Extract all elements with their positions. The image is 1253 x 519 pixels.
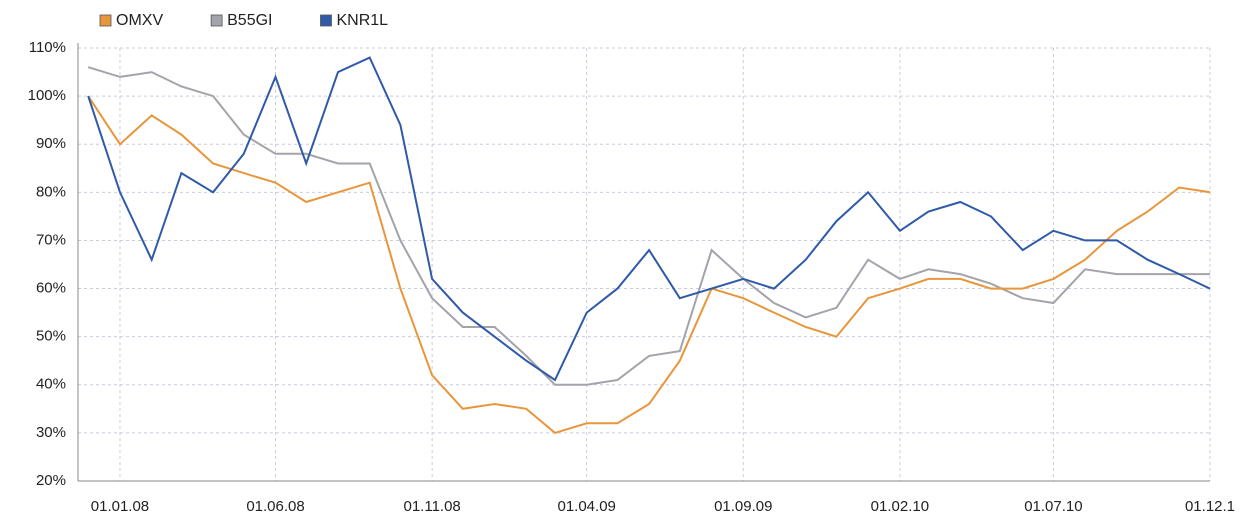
x-tick-label: 01.01.08 [91, 498, 149, 515]
x-tick-label: 01.04.09 [557, 498, 615, 515]
y-tick-label: 100% [28, 87, 66, 104]
legend-swatch [320, 14, 332, 27]
legend-swatch [210, 14, 223, 27]
x-tick-label: 01.06.08 [246, 498, 304, 515]
y-tick-label: 40% [36, 376, 66, 393]
y-tick-label: 80% [36, 183, 66, 200]
series-line [87, 66, 1210, 386]
series-line [87, 95, 1211, 435]
y-tick-label: 50% [36, 328, 66, 345]
legend-label: KNR1L [336, 12, 388, 29]
legend-label: B55GI [227, 12, 272, 29]
y-tick-label: 30% [36, 424, 66, 441]
x-tick-label: 01.09.09 [714, 498, 772, 515]
x-tick-label: 01.11.08 [403, 498, 460, 515]
y-tick-label: 20% [36, 472, 66, 489]
y-tick-label: 60% [36, 280, 66, 297]
x-tick-label: 01.02.10 [871, 498, 929, 515]
y-tick-label: 70% [36, 231, 66, 248]
legend-label: OMXV [116, 12, 163, 29]
y-tick-label: 90% [36, 135, 66, 152]
x-tick-label: 01.07.10 [1024, 498, 1082, 515]
series-line [87, 56, 1211, 382]
x-tick-label: 01.12.1 [1185, 498, 1235, 515]
y-tick-label: 110% [29, 39, 66, 56]
legend-swatch [99, 14, 112, 27]
